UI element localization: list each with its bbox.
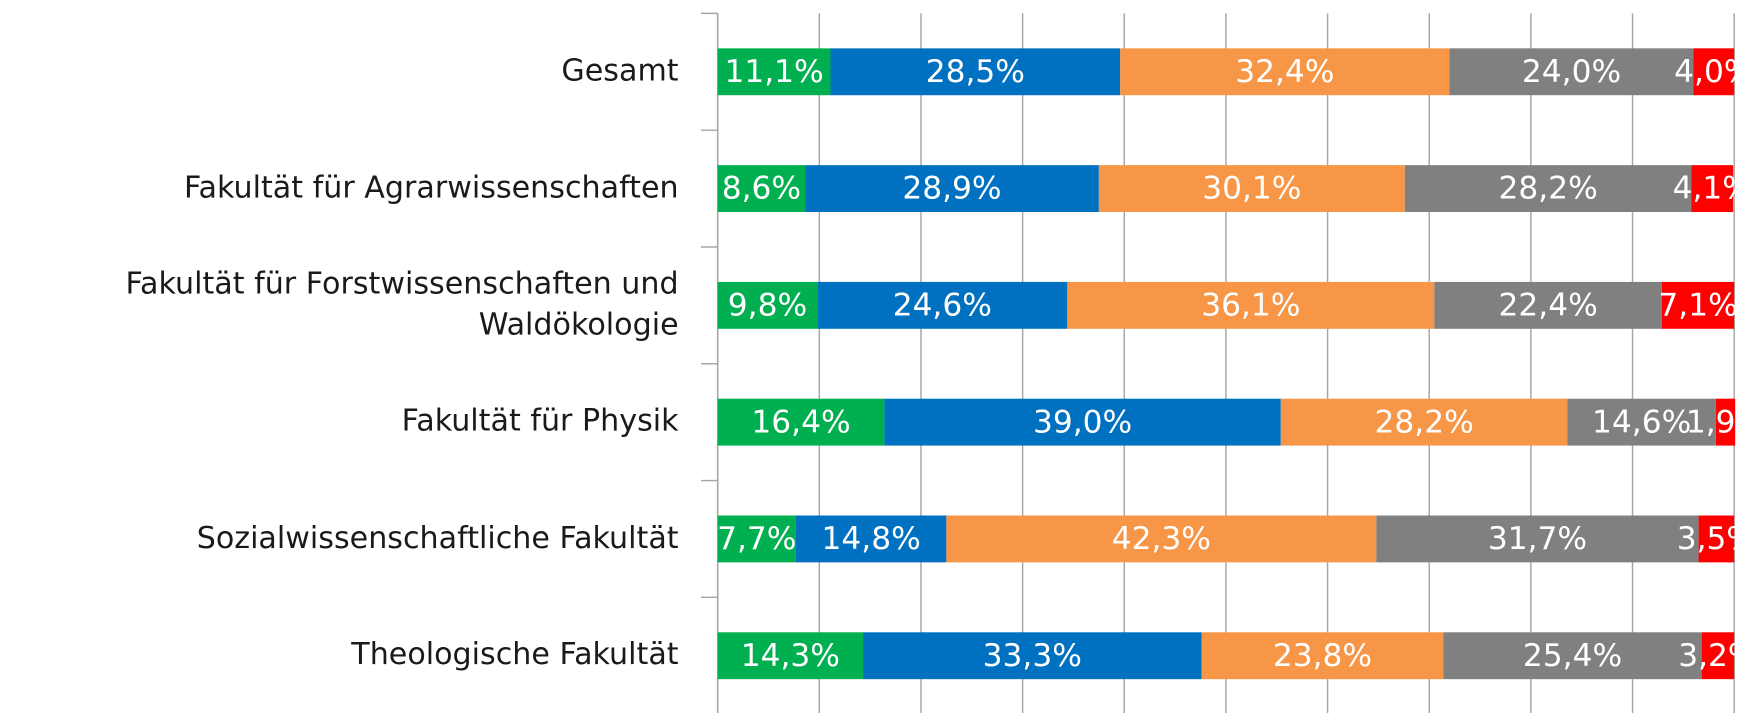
bar-segment bbox=[717, 165, 806, 213]
bar-segment bbox=[863, 632, 1202, 680]
bar-segment bbox=[1067, 281, 1435, 329]
value-label: 4,0% bbox=[1674, 54, 1750, 90]
value-label: 28,5% bbox=[926, 54, 1025, 90]
value-label: 42,3% bbox=[1112, 521, 1211, 557]
category-label: Gesamt bbox=[561, 53, 679, 89]
value-label: 23,8% bbox=[1273, 638, 1372, 674]
bar-segment bbox=[1698, 515, 1735, 563]
category-label: Theologische Fakultät bbox=[351, 637, 679, 673]
category-label: Fakultät für Physik bbox=[401, 404, 679, 439]
value-label: 14,6% bbox=[1592, 404, 1691, 440]
value-label: 4,1% bbox=[1673, 171, 1750, 207]
value-label: 14,8% bbox=[822, 521, 921, 557]
bar-segment bbox=[1201, 632, 1444, 680]
bar-segment bbox=[1449, 48, 1694, 96]
value-label: 3,5% bbox=[1677, 521, 1750, 557]
bar-segment bbox=[717, 48, 831, 96]
bar-segment bbox=[1567, 398, 1716, 446]
bar-segment bbox=[805, 165, 1099, 213]
category-label: Fakultät für Forstwissenschaften und Wal… bbox=[125, 266, 679, 343]
category-label-box: Fakultät für Forstwissenschaften und Wal… bbox=[125, 266, 679, 343]
bar-segment bbox=[1376, 515, 1699, 563]
category-label-box: Fakultät für Physik bbox=[401, 404, 679, 439]
category-label: Fakultät für Agrarwissenschaften bbox=[183, 170, 679, 206]
value-label: 24,6% bbox=[893, 287, 992, 323]
bar-segment bbox=[717, 398, 885, 446]
bar-segment bbox=[1404, 165, 1692, 213]
bar-segment bbox=[1098, 165, 1405, 213]
value-label: 31,7% bbox=[1488, 521, 1587, 557]
bar-segment bbox=[1693, 48, 1735, 96]
bar-segment bbox=[1661, 281, 1735, 329]
bar-segment bbox=[830, 48, 1121, 96]
bar-segment bbox=[717, 515, 796, 563]
bar-segment bbox=[946, 515, 1377, 563]
category-label-box: Theologische Fakultät bbox=[351, 637, 679, 673]
value-label: 25,4% bbox=[1523, 638, 1622, 674]
value-label: 39,0% bbox=[1033, 404, 1132, 440]
value-label: 28,2% bbox=[1499, 171, 1598, 207]
bar-segment bbox=[1443, 632, 1702, 680]
bar-segment bbox=[884, 398, 1281, 446]
value-label: 14,3% bbox=[741, 638, 840, 674]
value-label: 33,3% bbox=[983, 638, 1082, 674]
value-label: 1,9% bbox=[1686, 404, 1750, 440]
bar-segment bbox=[1715, 398, 1736, 446]
bar-segment bbox=[817, 281, 1068, 329]
value-label: 16,4% bbox=[751, 404, 850, 440]
value-label: 3,2% bbox=[1678, 638, 1750, 674]
category-label-box: Sozialwissenschaftliche Fakultät bbox=[196, 520, 679, 556]
value-label: 36,1% bbox=[1201, 287, 1300, 323]
bar-segment bbox=[795, 515, 947, 563]
value-label: 11,1% bbox=[724, 54, 823, 90]
category-label: Sozialwissenschaftliche Fakultät bbox=[196, 520, 679, 556]
value-label: 30,1% bbox=[1202, 171, 1301, 207]
value-label: 32,4% bbox=[1235, 54, 1334, 90]
value-label: 8,6% bbox=[722, 171, 801, 207]
value-label: 24,0% bbox=[1522, 54, 1621, 90]
bar-segment bbox=[1691, 165, 1734, 213]
value-label: 28,9% bbox=[902, 171, 1001, 207]
value-label: 7,7% bbox=[717, 521, 796, 557]
value-label: 22,4% bbox=[1499, 287, 1598, 323]
value-label: 28,2% bbox=[1375, 404, 1474, 440]
bar-segment bbox=[1434, 281, 1662, 329]
value-label: 9,8% bbox=[728, 287, 807, 323]
category-label-box: Gesamt bbox=[561, 53, 679, 89]
bar-segment bbox=[717, 281, 818, 329]
bar-segment bbox=[1280, 398, 1568, 446]
category-label-box: Fakultät für Agrarwissenschaften bbox=[183, 170, 679, 206]
bar-segment bbox=[717, 632, 864, 680]
bar-segment bbox=[1120, 48, 1450, 96]
value-label: 7,1% bbox=[1658, 287, 1737, 323]
bar-segment bbox=[1701, 632, 1735, 680]
